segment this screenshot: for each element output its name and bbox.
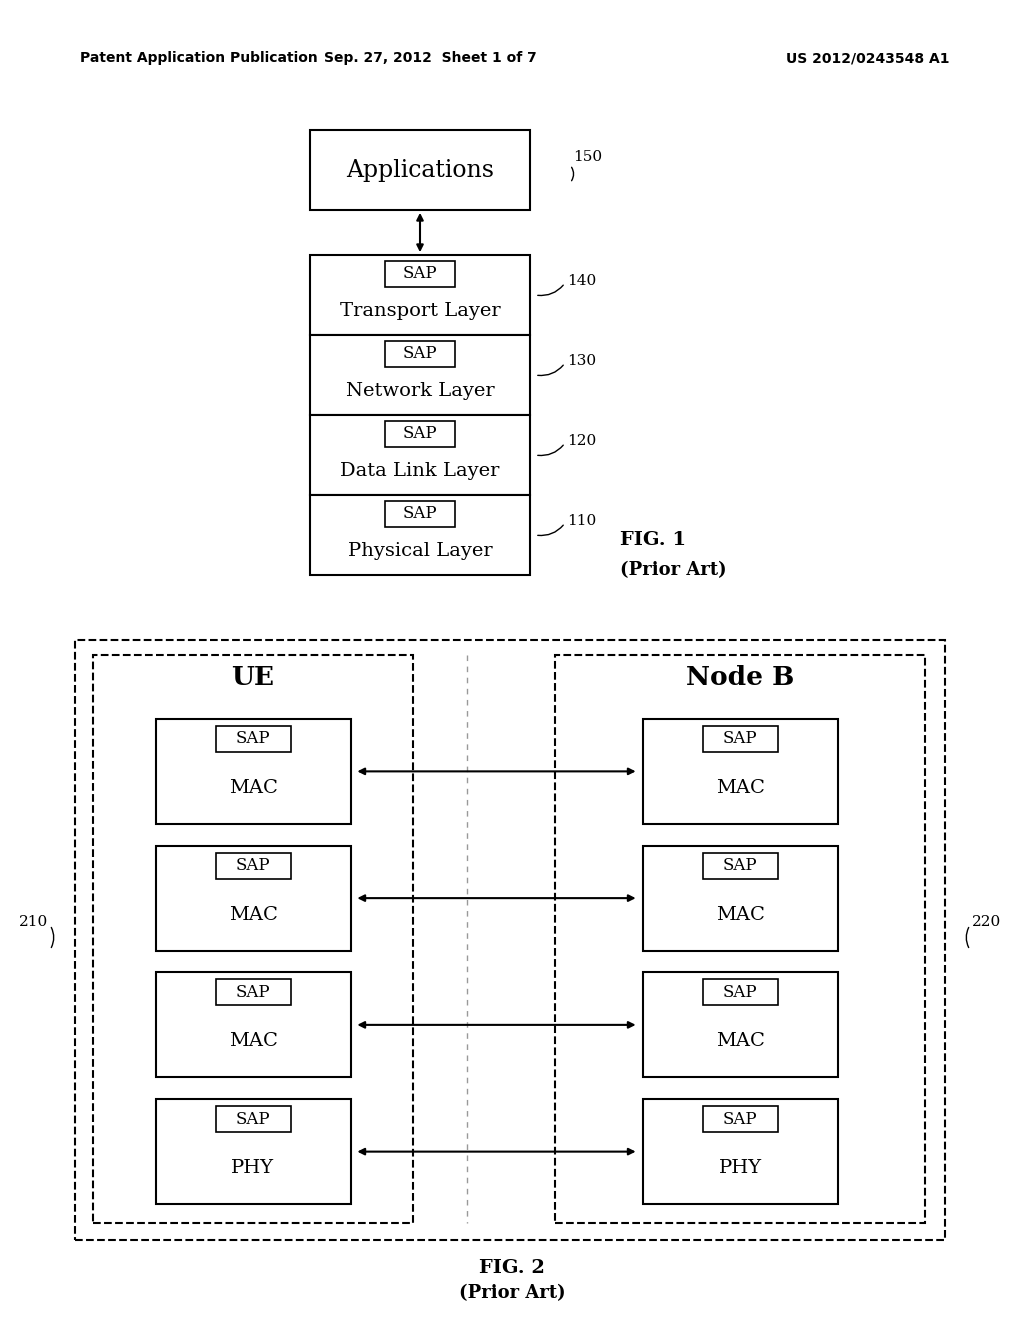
FancyBboxPatch shape <box>642 846 838 950</box>
Text: SAP: SAP <box>723 730 758 747</box>
Text: SAP: SAP <box>402 506 437 523</box>
Text: PHY: PHY <box>231 1159 274 1177</box>
FancyBboxPatch shape <box>156 973 350 1077</box>
Text: MAC: MAC <box>716 1032 765 1051</box>
FancyBboxPatch shape <box>156 846 350 950</box>
Text: SAP: SAP <box>402 425 437 442</box>
Text: Transport Layer: Transport Layer <box>340 302 501 319</box>
Text: Physical Layer: Physical Layer <box>348 543 493 560</box>
FancyBboxPatch shape <box>156 719 350 824</box>
Text: MAC: MAC <box>228 1032 278 1051</box>
FancyBboxPatch shape <box>642 719 838 824</box>
Text: Sep. 27, 2012  Sheet 1 of 7: Sep. 27, 2012 Sheet 1 of 7 <box>324 51 537 65</box>
Text: MAC: MAC <box>716 779 765 797</box>
Text: Network Layer: Network Layer <box>346 381 495 400</box>
Text: (Prior Art): (Prior Art) <box>459 1284 565 1302</box>
Text: SAP: SAP <box>723 1110 758 1127</box>
Text: MAC: MAC <box>228 906 278 924</box>
Text: PHY: PHY <box>719 1159 762 1177</box>
FancyBboxPatch shape <box>215 979 291 1006</box>
Text: US 2012/0243548 A1: US 2012/0243548 A1 <box>786 51 950 65</box>
Text: SAP: SAP <box>723 983 758 1001</box>
FancyBboxPatch shape <box>215 1106 291 1133</box>
Text: 220: 220 <box>972 915 1001 929</box>
FancyBboxPatch shape <box>310 495 530 576</box>
Text: 110: 110 <box>567 513 596 528</box>
Text: MAC: MAC <box>228 779 278 797</box>
Text: 150: 150 <box>573 150 602 164</box>
Text: SAP: SAP <box>236 1110 270 1127</box>
Text: SAP: SAP <box>236 983 270 1001</box>
FancyBboxPatch shape <box>310 129 530 210</box>
Text: MAC: MAC <box>716 906 765 924</box>
FancyBboxPatch shape <box>385 341 455 367</box>
FancyBboxPatch shape <box>555 655 925 1224</box>
Text: FIG. 1: FIG. 1 <box>620 531 686 549</box>
Text: FIG. 2: FIG. 2 <box>479 1259 545 1276</box>
Text: SAP: SAP <box>236 730 270 747</box>
Text: SAP: SAP <box>723 857 758 874</box>
Text: Node B: Node B <box>686 665 795 690</box>
FancyBboxPatch shape <box>642 973 838 1077</box>
FancyBboxPatch shape <box>385 502 455 527</box>
FancyBboxPatch shape <box>642 1100 838 1204</box>
FancyBboxPatch shape <box>385 421 455 447</box>
Text: Data Link Layer: Data Link Layer <box>340 462 500 480</box>
FancyBboxPatch shape <box>702 726 777 752</box>
FancyBboxPatch shape <box>385 261 455 286</box>
FancyBboxPatch shape <box>702 1106 777 1133</box>
FancyBboxPatch shape <box>156 1100 350 1204</box>
FancyBboxPatch shape <box>310 255 530 335</box>
Text: 130: 130 <box>567 354 596 368</box>
FancyBboxPatch shape <box>93 655 413 1224</box>
FancyBboxPatch shape <box>310 335 530 414</box>
Text: UE: UE <box>231 665 274 690</box>
Text: (Prior Art): (Prior Art) <box>620 561 727 579</box>
Text: 210: 210 <box>18 915 48 929</box>
FancyBboxPatch shape <box>702 979 777 1006</box>
Text: 120: 120 <box>567 434 596 447</box>
FancyBboxPatch shape <box>75 640 945 1239</box>
Text: Patent Application Publication: Patent Application Publication <box>80 51 317 65</box>
FancyBboxPatch shape <box>310 414 530 495</box>
Text: SAP: SAP <box>402 346 437 363</box>
FancyBboxPatch shape <box>215 853 291 879</box>
Text: SAP: SAP <box>402 265 437 282</box>
Text: SAP: SAP <box>236 857 270 874</box>
FancyBboxPatch shape <box>702 853 777 879</box>
Text: 140: 140 <box>567 275 596 288</box>
FancyBboxPatch shape <box>215 726 291 752</box>
Text: Applications: Applications <box>346 158 494 181</box>
